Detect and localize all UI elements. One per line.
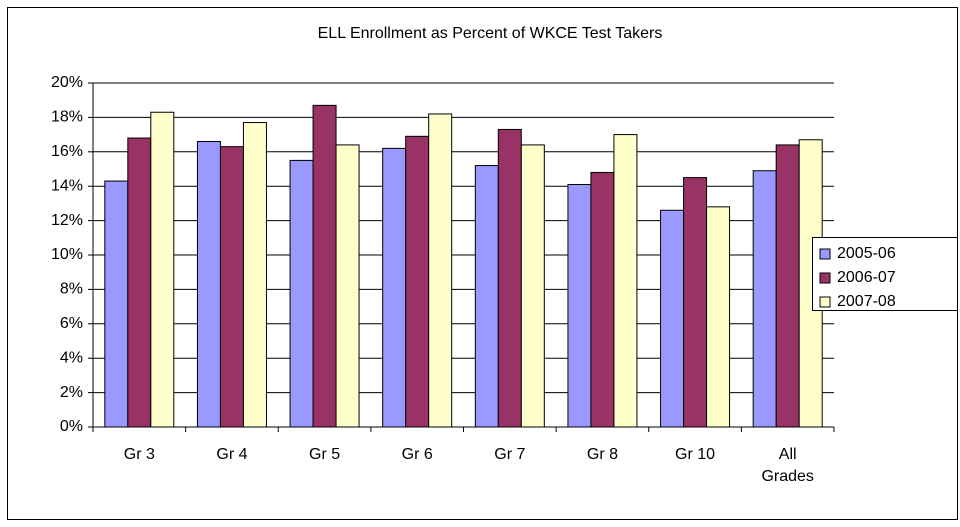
- bar: [474, 165, 499, 428]
- bar: [683, 177, 708, 428]
- x-tick-label: Gr 6: [401, 446, 433, 463]
- legend-swatch: [819, 272, 831, 284]
- y-tick-label: 18%: [51, 109, 83, 126]
- bar: [289, 159, 314, 428]
- bar: [660, 209, 685, 428]
- bar: [104, 180, 129, 428]
- bar: [520, 144, 545, 428]
- bar: [382, 147, 407, 428]
- bar: [567, 183, 592, 428]
- bar: [127, 137, 152, 428]
- y-tick-label: 12%: [51, 212, 83, 229]
- y-tick-label: 0%: [60, 418, 83, 435]
- y-tick-label: 10%: [51, 246, 83, 263]
- bar: [219, 146, 244, 428]
- bar: [613, 134, 638, 428]
- y-tick-label: 20%: [51, 74, 83, 91]
- bar: [196, 140, 221, 428]
- bar: [497, 128, 522, 428]
- x-tick-label: All Grades: [761, 446, 814, 485]
- x-tick-label: Gr 3: [123, 446, 155, 463]
- y-tick-label: 16%: [51, 143, 83, 160]
- y-tick-label: 2%: [60, 384, 83, 401]
- bar: [590, 171, 615, 428]
- bar: [335, 144, 360, 428]
- legend-swatch: [819, 248, 831, 260]
- bar: [312, 104, 337, 428]
- y-tick-label: 4%: [60, 349, 83, 366]
- y-tick-label: 14%: [51, 177, 83, 194]
- bar: [752, 170, 777, 428]
- x-tick-label: Gr 10: [675, 446, 716, 463]
- bar: [242, 122, 267, 428]
- bar: [150, 111, 175, 428]
- legend-swatch: [819, 296, 831, 308]
- bar: [775, 144, 800, 428]
- y-tick-label: 8%: [60, 281, 83, 298]
- x-tick-label: Gr 7: [494, 446, 526, 463]
- legend-label: 2007-08: [837, 293, 896, 310]
- y-tick-label: 6%: [60, 315, 83, 332]
- legend-box: [812, 237, 958, 311]
- bar: [428, 113, 453, 428]
- x-tick-label: Gr 8: [586, 446, 618, 463]
- legend-label: 2006-07: [837, 269, 896, 286]
- bar: [405, 135, 430, 428]
- legend-label: 2005-06: [837, 245, 896, 262]
- x-tick-label: Gr 4: [216, 446, 248, 463]
- x-tick-label: Gr 5: [309, 446, 341, 463]
- chart-title: ELL Enrollment as Percent of WKCE Test T…: [318, 25, 663, 42]
- bar: [706, 206, 731, 428]
